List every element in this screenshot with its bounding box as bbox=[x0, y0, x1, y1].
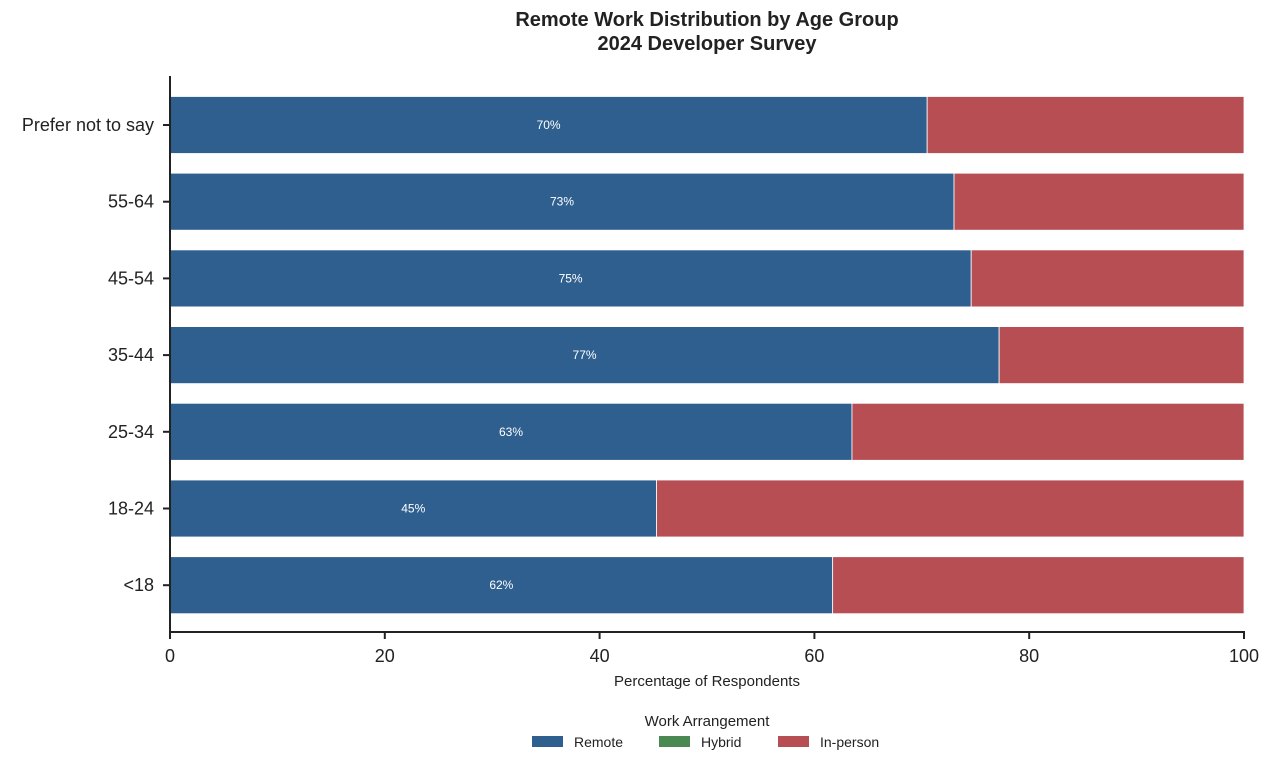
x-tick-label: 80 bbox=[1019, 646, 1039, 666]
bar-value-label: 45% bbox=[401, 502, 425, 516]
y-tick-label: <18 bbox=[123, 575, 154, 595]
x-axis-title: Percentage of Respondents bbox=[614, 673, 800, 690]
bar-value-label: 70% bbox=[537, 118, 561, 132]
chart-title: Remote Work Distribution by Age Group bbox=[515, 9, 898, 31]
bar-value-label: 75% bbox=[559, 271, 583, 285]
bar-remote-25-34 bbox=[169, 402, 853, 461]
y-tick-label: 18-24 bbox=[108, 499, 154, 519]
bar-in-person-prefer-not-to-say bbox=[926, 96, 1245, 154]
bar-in-person-45-54 bbox=[970, 249, 1245, 308]
x-tick-label: 20 bbox=[375, 646, 395, 666]
bar-in-person-18-24 bbox=[656, 479, 1245, 538]
chart-title-group: Remote Work Distribution by Age Group 20… bbox=[515, 9, 898, 55]
bar-remote-55-64 bbox=[169, 172, 955, 231]
x-tick-label: 100 bbox=[1229, 646, 1259, 666]
x-axis: 0 20 40 60 80 100 bbox=[165, 631, 1259, 666]
x-tick-label: 40 bbox=[590, 646, 610, 666]
legend-swatch-hybrid bbox=[659, 736, 690, 747]
bar-value-label: 63% bbox=[499, 425, 523, 439]
bar-remote-45-54 bbox=[169, 249, 972, 308]
bar-labels-group: 70% 73% 75% 77% 63% 45% 62% bbox=[401, 118, 597, 592]
bar-in-person-25-34 bbox=[851, 402, 1245, 461]
bar-in-person-55-64 bbox=[953, 172, 1245, 231]
bar-remote-35-44 bbox=[169, 326, 1000, 385]
legend-label-hybrid: Hybrid bbox=[701, 734, 741, 750]
bar-in-person-18 bbox=[832, 556, 1245, 615]
chart-subtitle: 2024 Developer Survey bbox=[597, 33, 817, 55]
bar-value-label: 73% bbox=[550, 195, 574, 209]
bar-value-label: 62% bbox=[489, 578, 513, 592]
y-tick-label: 35-44 bbox=[108, 345, 154, 365]
bar-in-person-35-44 bbox=[998, 326, 1245, 385]
y-tick-label: 25-34 bbox=[108, 422, 154, 442]
bar-remote-18 bbox=[169, 556, 834, 615]
bar-value-label: 77% bbox=[573, 348, 597, 362]
legend-title: Work Arrangement bbox=[645, 713, 771, 730]
legend-swatch-remote bbox=[532, 736, 563, 747]
bar-remote-18-24 bbox=[169, 479, 657, 538]
bars-group bbox=[169, 96, 1245, 615]
y-tick-label: 55-64 bbox=[108, 192, 154, 212]
y-axis: Prefer not to say 55-64 45-54 35-44 25-34 18-… bbox=[22, 76, 171, 632]
legend-swatch-in-person bbox=[778, 736, 809, 747]
legend-label-in-person: In-person bbox=[820, 734, 879, 750]
y-tick-label: 45-54 bbox=[108, 268, 154, 288]
legend-label-remote: Remote bbox=[574, 734, 623, 750]
legend: Work Arrangement Remote Hybrid In-person bbox=[532, 713, 879, 750]
x-tick-label: 60 bbox=[804, 646, 824, 666]
x-tick-label: 0 bbox=[165, 646, 175, 666]
y-tick-label: Prefer not to say bbox=[22, 115, 154, 135]
bar-remote-prefer-not-to-say bbox=[169, 96, 928, 154]
